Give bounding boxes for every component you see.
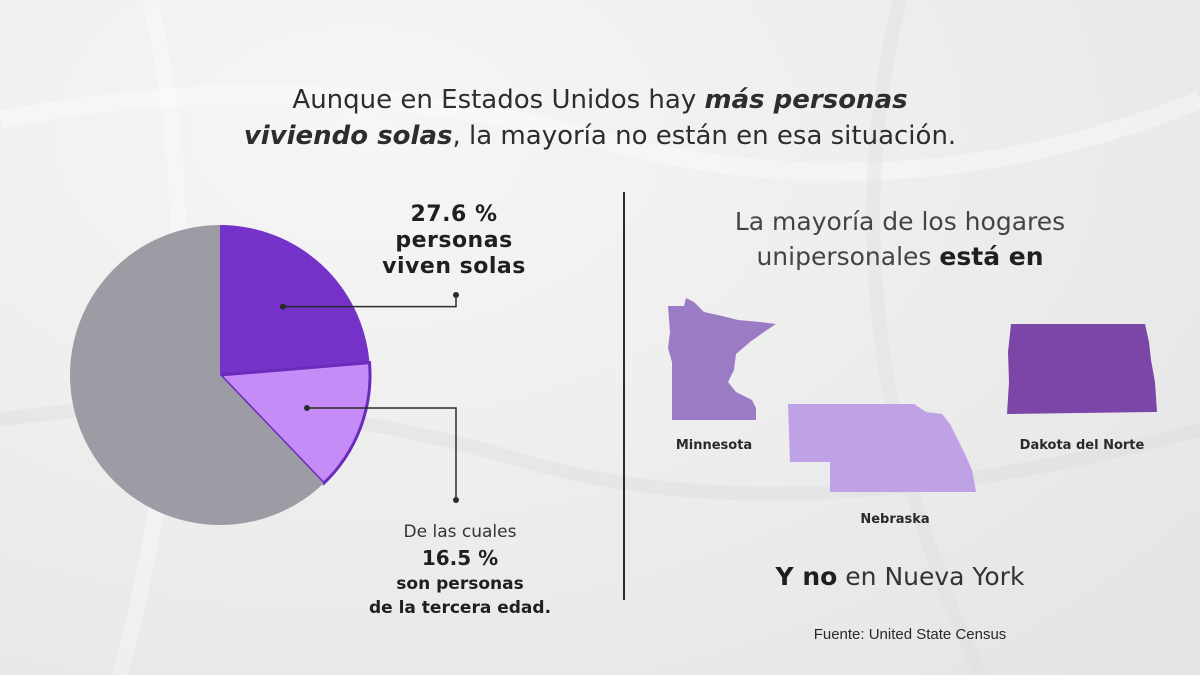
right-title-bold: está en <box>939 242 1044 271</box>
callout-dot-alone-start <box>280 303 287 310</box>
callout-line-alone <box>283 295 457 308</box>
vertical-divider <box>623 192 625 600</box>
label-elder-desc: son personas de la tercera edad. <box>330 572 590 620</box>
minnesota-shape <box>668 298 776 420</box>
bottom-statement: Y no en Nueva York <box>640 562 1160 591</box>
right-title: La mayoría de los hogares unipersonales … <box>640 204 1160 274</box>
callout-dot-elder-start <box>303 404 310 411</box>
pie-slice-alone <box>220 225 370 375</box>
pie-chart-panel: 27.6 % personas viven solas De las cuale… <box>69 202 590 620</box>
pie-slice-elder <box>216 361 372 486</box>
label-alone-text2: viven solas <box>382 254 526 279</box>
bottom-statement-bold: Y no <box>775 562 838 591</box>
label-alone-text1: personas <box>395 228 513 253</box>
label-alone: 27.6 % personas viven solas <box>344 202 564 280</box>
callout-dot-alone-end <box>453 292 459 298</box>
right-title-line2: unipersonales <box>756 242 940 271</box>
callout-dot-elder-end <box>453 497 459 503</box>
north-dakota-shape <box>1007 324 1157 414</box>
bottom-statement-rest: en Nueva York <box>837 562 1025 591</box>
label-elder-intro: De las cuales <box>403 522 517 542</box>
headline-part2: Estados Unidos hay <box>441 85 705 115</box>
nebraska-shape <box>788 404 976 492</box>
state-label-minnesota: Minnesota <box>675 438 753 453</box>
source-note: Fuente: United State Census <box>813 626 1007 643</box>
state-label-nebraska: Nebraska <box>860 512 930 527</box>
callout-line-elder <box>306 407 457 500</box>
label-elder-text1: son personas <box>396 574 524 594</box>
headline: Aunque en Estados Unidos hay más persona… <box>0 82 1200 154</box>
headline-emphasis2: viviendo solas <box>243 121 453 151</box>
pie-slice-rest <box>69 225 324 526</box>
state-label-north-dakota: Dakota del Norte <box>1019 438 1145 453</box>
pie-chart <box>69 225 459 526</box>
label-alone-pct: 27.6 % <box>410 202 498 227</box>
headline-part3: , la mayoría no están en esa situación. <box>452 121 957 151</box>
right-title-line1: La mayoría de los hogares <box>734 207 1066 236</box>
label-elder-pct: 16.5 % <box>421 546 499 570</box>
headline-part1: Aunque en <box>292 85 442 115</box>
headline-emphasis1: más personas <box>704 85 908 115</box>
label-elder-text2: de la tercera edad. <box>368 598 552 618</box>
